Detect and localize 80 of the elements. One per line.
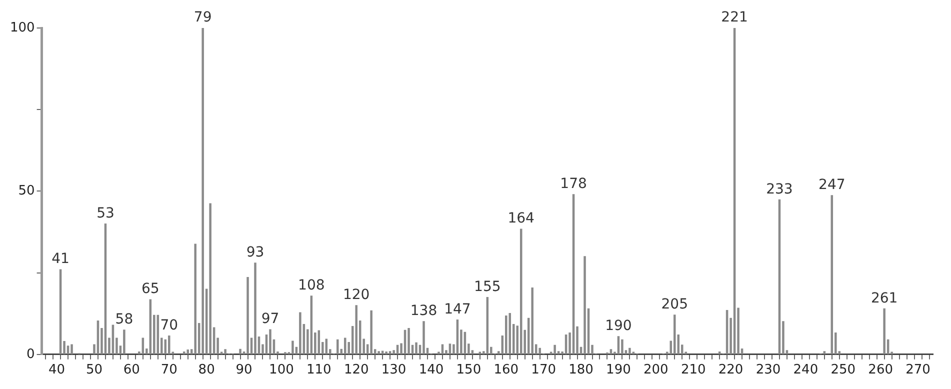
annotation: 233 — [766, 181, 793, 198]
bar — [209, 203, 212, 354]
bar — [292, 340, 294, 354]
bar — [408, 328, 410, 354]
annotation: 147 — [444, 301, 471, 318]
bar — [355, 305, 358, 354]
x-tick-label: 240 — [793, 362, 818, 378]
x-tick-label: 220 — [718, 362, 744, 378]
annotation: 41 — [52, 251, 70, 268]
bar — [194, 244, 196, 354]
x-tick-label: 160 — [494, 362, 519, 378]
annotation: 221 — [721, 10, 748, 26]
bar — [370, 310, 372, 354]
bar — [415, 342, 418, 354]
bar — [168, 335, 170, 354]
bar — [385, 351, 388, 354]
x-tick-label: 90 — [236, 362, 252, 378]
x-tick-label: 170 — [531, 362, 556, 378]
x-tick-label: 190 — [606, 362, 631, 378]
bar — [70, 344, 73, 354]
x-tick-label: 60 — [123, 362, 140, 378]
bar — [186, 350, 189, 354]
bar — [584, 256, 586, 354]
bar — [621, 339, 624, 354]
bar — [254, 262, 256, 354]
annotation: 65 — [141, 281, 160, 298]
annotation: 155 — [474, 278, 501, 295]
x-tick-label: 260 — [868, 362, 893, 378]
annotation: 53 — [96, 205, 114, 222]
x-tick-label: 200 — [643, 362, 668, 378]
annotation: 178 — [560, 176, 587, 192]
x-tick-label: 70 — [160, 362, 178, 378]
x-tick-label: 230 — [756, 362, 781, 378]
y-tick-label: 0 — [26, 346, 35, 362]
bar — [299, 312, 302, 354]
annotation: 79 — [194, 10, 212, 26]
x-tick-label: 120 — [344, 362, 369, 378]
bar — [628, 348, 631, 354]
bar — [508, 312, 512, 354]
x-tick-label: 180 — [568, 362, 594, 378]
annotation: 261 — [870, 290, 898, 306]
annotation: 164 — [508, 210, 535, 227]
x-tick-label: 100 — [269, 362, 294, 378]
x-tick-label: 40 — [48, 362, 66, 378]
bar — [239, 348, 242, 354]
x-tick-label: 130 — [381, 362, 406, 378]
x-tick-label: 50 — [86, 362, 103, 378]
annotation: 120 — [342, 287, 370, 304]
bar — [202, 28, 204, 354]
annotation: 205 — [661, 296, 688, 313]
bar — [422, 321, 425, 354]
annotation: 190 — [605, 318, 632, 334]
x-tick-label: 270 — [906, 362, 930, 378]
annotation: 93 — [246, 244, 264, 261]
annotation: 138 — [410, 303, 438, 320]
bar — [538, 348, 541, 354]
bar — [505, 316, 508, 354]
bar — [883, 308, 886, 354]
bar — [224, 349, 226, 354]
bar — [378, 351, 380, 354]
annotation: 70 — [160, 317, 178, 334]
annotation: 58 — [115, 312, 134, 328]
annotation: 97 — [261, 311, 280, 328]
annotation: 108 — [298, 278, 325, 294]
bar — [336, 339, 339, 354]
x-tick-label: 150 — [456, 362, 482, 378]
x-tick-label: 210 — [680, 362, 706, 378]
y-tick-label: 50 — [18, 184, 35, 199]
annotation: 247 — [818, 177, 846, 194]
bar — [674, 314, 676, 354]
bar — [246, 277, 249, 354]
bar — [123, 330, 126, 354]
x-tick-label: 140 — [418, 362, 444, 378]
bar — [531, 287, 534, 354]
x-tick-label: 80 — [198, 362, 215, 378]
y-tick-label: 100 — [10, 20, 35, 36]
x-tick-label: 110 — [306, 362, 332, 378]
bar — [554, 344, 556, 354]
x-tick-label: 250 — [830, 362, 856, 378]
bar — [269, 329, 272, 354]
